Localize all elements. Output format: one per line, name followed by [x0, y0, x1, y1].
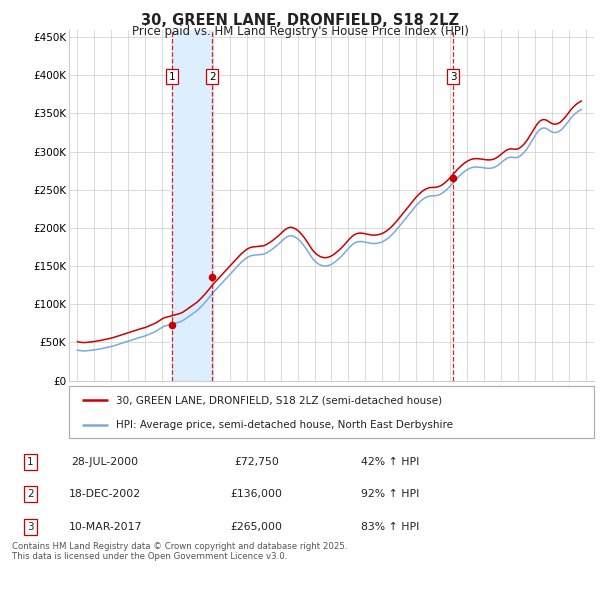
- Bar: [172, 30, 212, 381]
- Text: 3: 3: [28, 522, 34, 532]
- Text: £136,000: £136,000: [230, 489, 283, 499]
- Text: 18-DEC-2002: 18-DEC-2002: [69, 489, 141, 499]
- Text: 30, GREEN LANE, DRONFIELD, S18 2LZ (semi-detached house): 30, GREEN LANE, DRONFIELD, S18 2LZ (semi…: [116, 395, 442, 405]
- Text: 42% ↑ HPI: 42% ↑ HPI: [361, 457, 419, 467]
- Text: HPI: Average price, semi-detached house, North East Derbyshire: HPI: Average price, semi-detached house,…: [116, 420, 453, 430]
- Text: 2: 2: [28, 489, 34, 499]
- Text: Price paid vs. HM Land Registry's House Price Index (HPI): Price paid vs. HM Land Registry's House …: [131, 25, 469, 38]
- Text: 3: 3: [450, 72, 457, 82]
- Text: 83% ↑ HPI: 83% ↑ HPI: [361, 522, 419, 532]
- Text: 92% ↑ HPI: 92% ↑ HPI: [361, 489, 419, 499]
- Text: £265,000: £265,000: [230, 522, 283, 532]
- Text: £72,750: £72,750: [234, 457, 279, 467]
- Text: 30, GREEN LANE, DRONFIELD, S18 2LZ: 30, GREEN LANE, DRONFIELD, S18 2LZ: [141, 13, 459, 28]
- Text: 28-JUL-2000: 28-JUL-2000: [71, 457, 139, 467]
- Text: 10-MAR-2017: 10-MAR-2017: [68, 522, 142, 532]
- FancyBboxPatch shape: [69, 386, 594, 438]
- Text: 1: 1: [28, 457, 34, 467]
- Text: Contains HM Land Registry data © Crown copyright and database right 2025.
This d: Contains HM Land Registry data © Crown c…: [12, 542, 347, 561]
- Text: 2: 2: [209, 72, 215, 82]
- Text: 1: 1: [169, 72, 175, 82]
